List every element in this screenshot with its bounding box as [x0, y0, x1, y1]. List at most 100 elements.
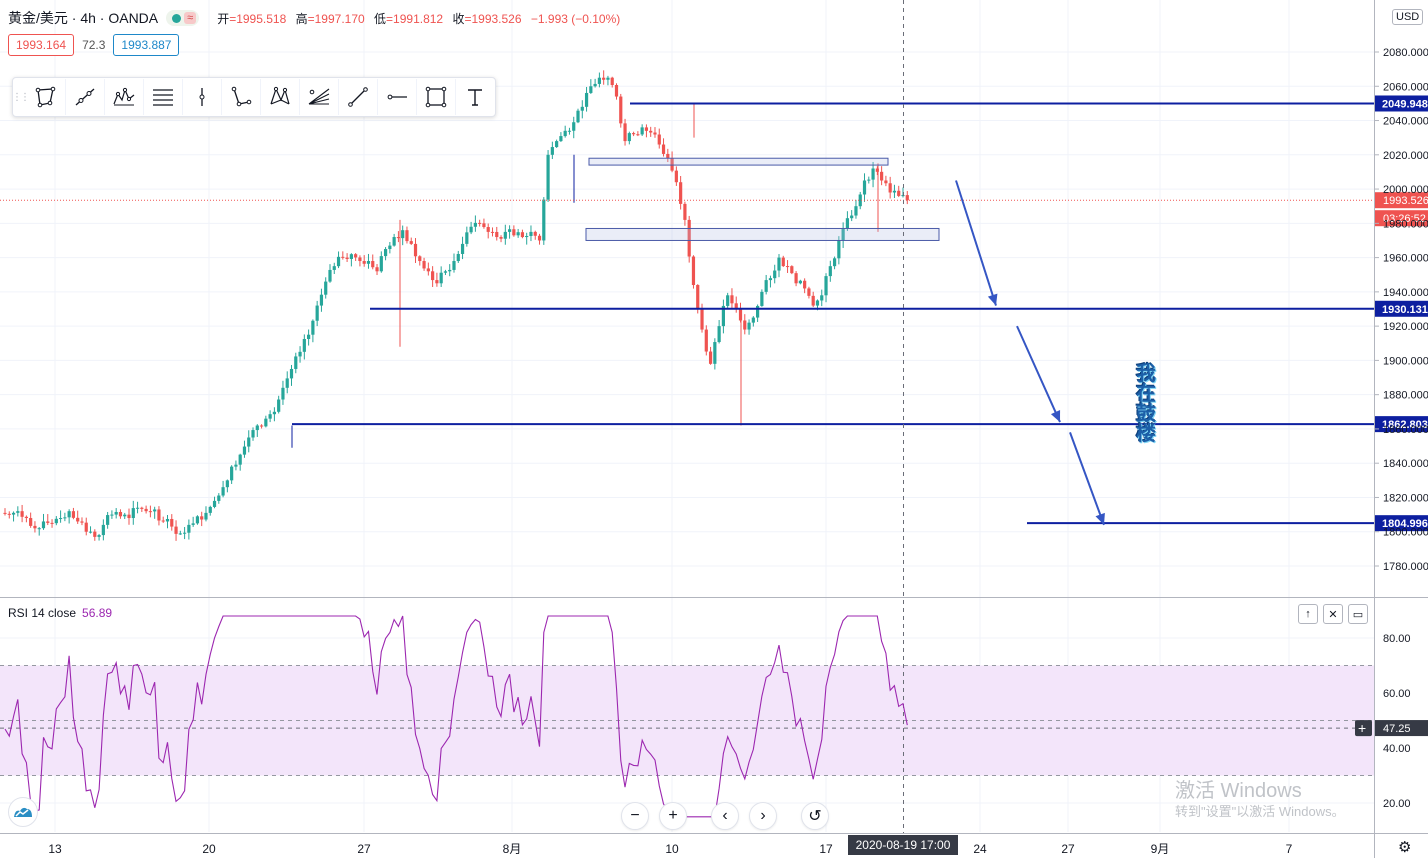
- close-pane-icon[interactable]: ✕: [1323, 604, 1343, 624]
- xabcd-tool[interactable]: [261, 79, 300, 115]
- candle-body: [713, 342, 717, 364]
- move-pane-up-icon[interactable]: ↑: [1298, 604, 1318, 624]
- rsi-tick-label: 40.00: [1383, 743, 1411, 755]
- candle-body: [11, 512, 16, 515]
- candle-body: [610, 77, 614, 85]
- reset-chart-button[interactable]: ↺: [801, 802, 829, 830]
- candle-body: [217, 495, 221, 501]
- vertical-line-tool[interactable]: [183, 79, 222, 115]
- candle-body: [627, 133, 631, 142]
- zoom-in-button[interactable]: +: [659, 802, 687, 830]
- horizontal-ray-tool[interactable]: [378, 79, 417, 115]
- rectangle-tool[interactable]: [417, 79, 456, 115]
- candle-body: [259, 425, 264, 427]
- maximize-pane-icon[interactable]: ▭: [1348, 604, 1368, 624]
- fib-tool[interactable]: [144, 79, 183, 115]
- symbol-title[interactable]: 黄金/美元 · 4h · OANDA: [8, 10, 159, 26]
- candle: [871, 161, 875, 188]
- candle-body: [580, 106, 584, 111]
- candle: [80, 517, 84, 526]
- candle: [311, 319, 315, 343]
- candle: [144, 505, 148, 514]
- candle: [405, 226, 409, 244]
- xabcd-icon: [270, 86, 290, 105]
- candle: [7, 511, 11, 519]
- settings-gear-icon[interactable]: ⚙: [1398, 839, 1412, 856]
- candle-body: [67, 511, 71, 518]
- candle: [751, 316, 755, 327]
- candle: [610, 76, 614, 88]
- market-status-pill[interactable]: ≈: [166, 10, 200, 26]
- candle-body: [110, 514, 114, 516]
- candle: [653, 127, 657, 138]
- candle: [37, 527, 41, 536]
- candle-body: [277, 399, 281, 412]
- zoom-out-button[interactable]: −: [621, 802, 649, 830]
- candle: [135, 501, 140, 514]
- candle-body: [790, 266, 794, 274]
- candle-body: [751, 317, 755, 323]
- trend-tool[interactable]: [66, 79, 105, 115]
- drag-handle-icon[interactable]: ⋮⋮: [12, 91, 30, 103]
- scroll-right-button[interactable]: ›: [749, 802, 777, 830]
- candle-body: [589, 86, 593, 93]
- scroll-left-button[interactable]: ‹: [711, 802, 739, 830]
- candle: [123, 512, 127, 520]
- candle-body: [97, 535, 101, 537]
- sell-price-button[interactable]: 1993.164: [8, 34, 75, 56]
- polygon-tool[interactable]: [27, 79, 66, 115]
- candle: [375, 264, 379, 276]
- candle: [602, 70, 606, 85]
- candle-body: [871, 168, 875, 180]
- candle-body: [768, 278, 773, 281]
- candle: [439, 266, 443, 287]
- candle: [157, 506, 161, 526]
- rsi-crosshair-label: 47.25: [1383, 723, 1411, 735]
- change-value: −1.993 (−0.10%): [530, 11, 621, 26]
- tradingview-logo-icon[interactable]: [8, 797, 38, 827]
- candle-body: [307, 334, 311, 340]
- candle-body: [653, 132, 657, 135]
- candle-body: [670, 158, 674, 171]
- candle-body: [632, 133, 636, 135]
- candle-body: [80, 521, 84, 523]
- pattern-tool[interactable]: [105, 79, 144, 115]
- candle-body: [345, 257, 349, 259]
- candle-body: [546, 154, 550, 200]
- chart-navigation: − + ‹ › ↺: [621, 802, 839, 830]
- candle-body: [191, 523, 195, 525]
- data-equal-icon: ≈: [184, 12, 197, 24]
- candle: [88, 526, 93, 534]
- candle-body: [195, 516, 200, 524]
- candle-body: [747, 322, 751, 330]
- candle-body: [84, 522, 88, 532]
- pitchfork-tool[interactable]: [300, 79, 339, 115]
- rsi-legend: RSI 14 close 56.89: [8, 606, 112, 620]
- candle-body: [251, 430, 255, 438]
- price-zone: [585, 227, 940, 241]
- candle: [307, 329, 311, 346]
- candle: [358, 255, 362, 267]
- candle: [285, 371, 289, 394]
- candle-body: [238, 454, 242, 465]
- price-tick-label: 1840.000: [1383, 458, 1428, 470]
- text-tool[interactable]: [456, 79, 494, 115]
- candle-body: [850, 215, 854, 219]
- currency-label[interactable]: USD: [1392, 9, 1424, 25]
- candle: [435, 272, 439, 287]
- candle-body: [478, 222, 482, 224]
- rsi-title[interactable]: RSI 14 close: [8, 606, 77, 620]
- level-price-label: 1804.996: [1382, 518, 1428, 530]
- time-tick-label: 27: [1061, 842, 1075, 856]
- candle: [225, 479, 229, 493]
- candle-body: [183, 532, 187, 534]
- candle: [328, 264, 332, 283]
- candle-body: [542, 199, 546, 241]
- triangle-tool[interactable]: [222, 79, 261, 115]
- trend-line-tool[interactable]: [339, 79, 378, 115]
- candle-body: [533, 231, 537, 236]
- polygon-icon: [35, 86, 56, 108]
- candle: [93, 529, 97, 541]
- buy-price-button[interactable]: 1993.887: [113, 34, 180, 56]
